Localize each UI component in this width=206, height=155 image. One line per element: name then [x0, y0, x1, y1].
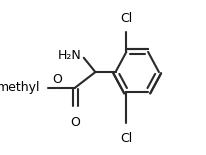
Text: methyl: methyl	[0, 81, 40, 94]
Text: O: O	[70, 116, 80, 129]
Text: O: O	[52, 73, 62, 86]
Text: Cl: Cl	[120, 12, 132, 25]
Text: Cl: Cl	[120, 132, 132, 145]
Text: H₂N: H₂N	[57, 49, 81, 62]
